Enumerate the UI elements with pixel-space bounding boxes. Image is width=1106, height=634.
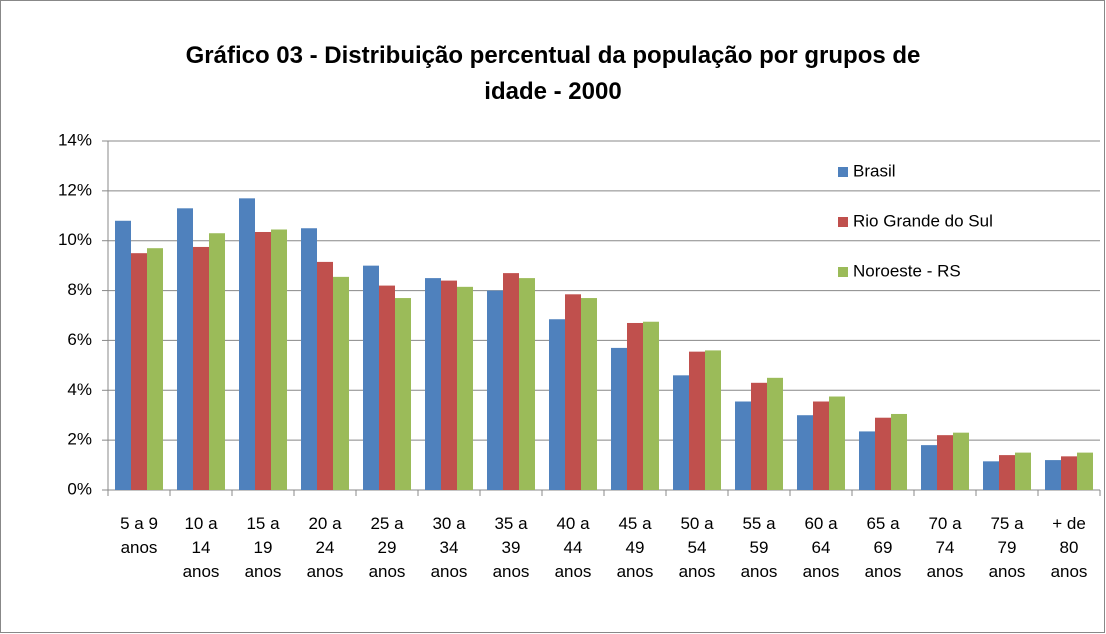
y-tick-label: 0% [67,479,92,498]
bar [549,319,565,490]
bar [317,261,333,490]
x-tick-label: 55 a 59 anos [740,514,778,581]
y-tick-label: 8% [67,280,92,299]
x-tick-label: 25 a 29 anos [368,514,406,581]
y-tick-label: 2% [67,430,92,449]
bar [921,445,937,490]
bar [239,198,255,491]
bar [829,396,845,490]
bar [1077,452,1093,490]
x-tick-label: 45 a 49 anos [616,514,654,581]
legend-swatch [838,167,848,177]
bar [767,377,783,490]
bar [1045,460,1061,490]
bar [441,280,457,490]
x-tick-label: 50 a 54 anos [678,514,716,581]
bar [611,347,627,490]
bar [271,229,287,490]
bar [689,351,705,490]
bar [363,265,379,490]
bar [379,285,395,490]
x-tick-label: 10 a 14 anos [182,514,220,581]
y-tick-label: 10% [58,230,92,249]
bar [797,415,813,490]
legend-label: Rio Grande do Sul [853,211,993,230]
bar [643,321,659,490]
bar [813,401,829,490]
x-tick-label: 70 a 74 anos [926,514,964,581]
bar [891,413,907,490]
x-tick-label: 65 a 69 anos [864,514,902,581]
chart-title: Gráfico 03 - Distribuição percentual da … [185,42,921,105]
bar [131,253,147,490]
bar [425,278,441,490]
x-tick-label: 30 a 34 anos [430,514,468,581]
bar [859,431,875,490]
bar [673,375,689,490]
bar [999,455,1015,490]
y-tick-label: 14% [58,130,92,149]
bar [953,432,969,490]
bar [983,461,999,490]
bar [735,401,751,490]
bar [751,382,767,490]
x-tick-label: 40 a 44 anos [554,514,592,581]
bar [937,435,953,490]
bar [565,294,581,490]
bar [333,276,349,490]
y-tick-label: 12% [58,180,92,199]
x-tick-label: 15 a 19 anos [244,514,282,581]
bar [1015,452,1031,490]
x-tick-label: 75 a 79 anos [988,514,1026,581]
bar [875,417,891,490]
bar [255,231,271,490]
bar [705,350,721,490]
legend-label: Noroeste - RS [853,261,961,280]
legend-swatch [838,267,848,277]
x-tick-label: 60 a 64 anos [802,514,840,581]
legend-swatch [838,217,848,227]
y-tick-label: 6% [67,330,92,349]
x-tick-label: + de 80 anos [1050,514,1088,581]
bar [627,322,643,490]
bar [193,246,209,490]
bar [487,290,503,490]
bar [301,228,317,490]
bar [519,278,535,490]
bar [1061,456,1077,490]
bar [209,233,225,490]
bar [581,298,597,490]
y-tick-label: 4% [67,380,92,399]
bar [177,208,193,491]
legend-label: Brasil [853,161,896,180]
bar [503,273,519,490]
bar [457,286,473,490]
x-tick-label: 5 a 9 anos [120,514,158,557]
bar [147,248,163,490]
bar [115,220,131,490]
x-tick-label: 20 a 24 anos [306,514,344,581]
bar [395,298,411,490]
x-tick-label: 35 a 39 anos [492,514,530,581]
